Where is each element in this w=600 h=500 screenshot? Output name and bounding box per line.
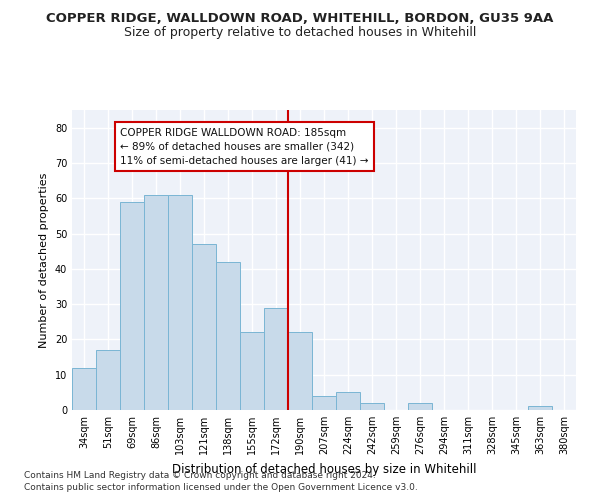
Text: Size of property relative to detached houses in Whitehill: Size of property relative to detached ho…	[124, 26, 476, 39]
X-axis label: Distribution of detached houses by size in Whitehill: Distribution of detached houses by size …	[172, 462, 476, 475]
Text: COPPER RIDGE WALLDOWN ROAD: 185sqm
← 89% of detached houses are smaller (342)
11: COPPER RIDGE WALLDOWN ROAD: 185sqm ← 89%…	[120, 128, 368, 166]
Bar	[360, 403, 384, 410]
Bar	[528, 406, 552, 410]
Text: Contains public sector information licensed under the Open Government Licence v3: Contains public sector information licen…	[24, 484, 418, 492]
Bar	[408, 403, 432, 410]
Bar	[312, 396, 336, 410]
Bar	[168, 194, 192, 410]
Bar	[120, 202, 144, 410]
Bar	[336, 392, 360, 410]
Bar	[192, 244, 216, 410]
Bar	[288, 332, 312, 410]
Y-axis label: Number of detached properties: Number of detached properties	[39, 172, 49, 348]
Bar	[216, 262, 240, 410]
Bar	[72, 368, 96, 410]
Bar	[144, 194, 168, 410]
Bar	[96, 350, 120, 410]
Bar	[264, 308, 288, 410]
Text: COPPER RIDGE, WALLDOWN ROAD, WHITEHILL, BORDON, GU35 9AA: COPPER RIDGE, WALLDOWN ROAD, WHITEHILL, …	[46, 12, 554, 26]
Text: Contains HM Land Registry data © Crown copyright and database right 2024.: Contains HM Land Registry data © Crown c…	[24, 471, 376, 480]
Bar	[240, 332, 264, 410]
